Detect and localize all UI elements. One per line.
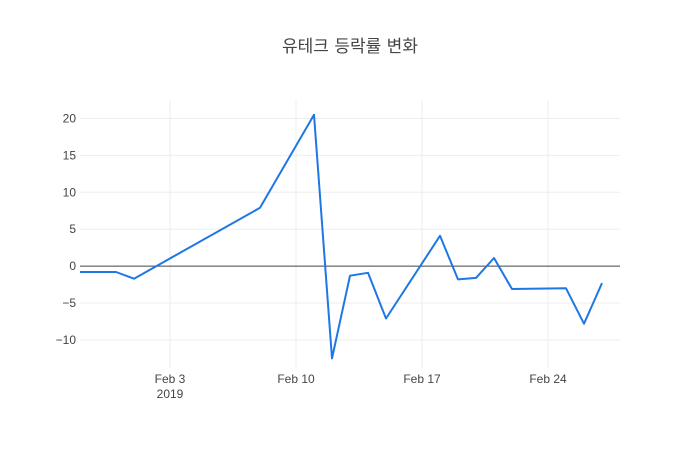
data-point[interactable] <box>383 316 389 322</box>
y-tick-label: 15 <box>63 148 77 162</box>
x-tick-label: Feb 3 <box>155 372 186 386</box>
data-point[interactable] <box>311 112 317 118</box>
chart-title: 유테크 등락률 변화 <box>282 37 418 57</box>
data-point[interactable] <box>131 276 137 282</box>
data-point[interactable] <box>113 269 119 275</box>
y-tick-label: 5 <box>69 222 76 236</box>
data-point[interactable] <box>563 285 569 291</box>
y-tick-label: 0 <box>69 259 76 273</box>
data-point[interactable] <box>347 273 353 279</box>
data-point[interactable] <box>491 255 497 261</box>
data-point[interactable] <box>329 355 335 361</box>
series-line <box>80 113 603 360</box>
y-tick-label: 10 <box>63 185 77 199</box>
data-point[interactable] <box>509 286 515 292</box>
y-tick-label: −10 <box>56 333 77 347</box>
data-point[interactable] <box>437 233 443 239</box>
x-tick-sublabel: 2019 <box>157 387 184 401</box>
y-tick-label: 20 <box>63 111 77 125</box>
series-layer <box>77 112 605 361</box>
data-point[interactable] <box>455 276 461 282</box>
data-point[interactable] <box>473 275 479 281</box>
data-point[interactable] <box>257 205 263 211</box>
y-tick-label: −5 <box>62 296 76 310</box>
data-point[interactable] <box>599 280 605 286</box>
grid-layer <box>80 100 620 368</box>
x-tick-label: Feb 17 <box>403 372 441 386</box>
data-point[interactable] <box>581 321 587 327</box>
x-tick-label: Feb 24 <box>529 372 567 386</box>
data-point[interactable] <box>77 269 83 275</box>
data-point[interactable] <box>365 270 371 276</box>
x-tick-label: Feb 10 <box>277 372 315 386</box>
